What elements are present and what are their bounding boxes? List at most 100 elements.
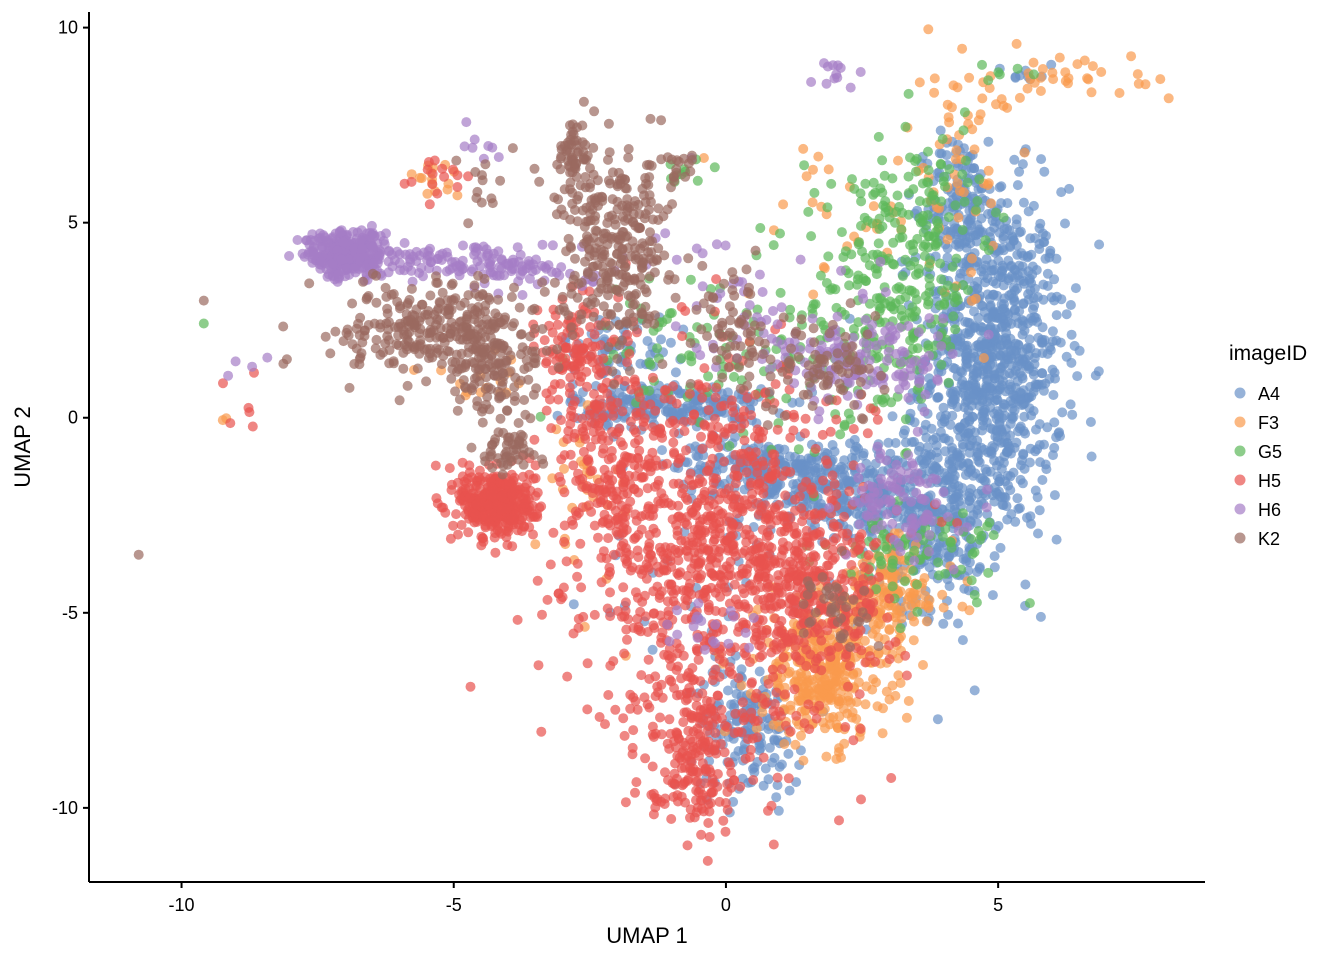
- data-point-A4: [1066, 357, 1077, 368]
- data-point-H5: [823, 486, 834, 496]
- data-point-F3: [986, 198, 997, 209]
- data-point-H5: [605, 611, 616, 622]
- data-point-H5: [453, 529, 463, 540]
- data-point-A4: [989, 496, 1000, 507]
- data-point-F3: [929, 73, 940, 84]
- data-point-F3: [983, 165, 994, 176]
- data-point-H5: [630, 427, 641, 438]
- data-point-H5: [768, 458, 778, 469]
- data-point-G5: [990, 207, 1001, 218]
- data-point-A4: [957, 367, 968, 378]
- data-point-A4: [948, 395, 959, 406]
- data-point-H5: [583, 500, 594, 511]
- data-point-F3: [842, 708, 853, 719]
- data-point-G5: [847, 174, 857, 185]
- data-point-A4: [1028, 386, 1039, 397]
- data-point-G5: [912, 579, 922, 590]
- data-point-H5: [541, 405, 552, 416]
- data-point-F3: [893, 155, 903, 166]
- data-point-H5: [766, 800, 777, 811]
- data-point-A4: [957, 635, 968, 646]
- data-point-H5: [617, 440, 628, 451]
- data-point-H5: [582, 658, 593, 669]
- data-point-A4: [1047, 336, 1058, 347]
- data-point-H5: [844, 661, 855, 672]
- data-point-G5: [925, 255, 936, 266]
- data-point-H5: [620, 376, 631, 386]
- data-point-F3: [798, 143, 809, 154]
- data-point-F3: [957, 43, 968, 54]
- data-point-H5: [748, 775, 759, 785]
- data-point-H5: [687, 663, 698, 673]
- data-point-G5: [666, 308, 677, 318]
- data-point-H5: [603, 470, 614, 481]
- data-point-A4: [1090, 370, 1101, 381]
- data-point-A4: [932, 452, 943, 463]
- data-point-G5: [933, 570, 944, 581]
- data-point-A4: [1055, 337, 1066, 348]
- data-point-H5: [750, 389, 761, 400]
- data-point-H5: [625, 689, 636, 700]
- data-point-A4: [1051, 534, 1062, 545]
- data-point-H5: [630, 471, 641, 482]
- data-point-G5: [913, 268, 924, 279]
- data-point-F3: [966, 267, 976, 278]
- data-point-F3: [830, 665, 841, 676]
- data-point-A4: [1055, 431, 1065, 442]
- data-point-G5: [881, 544, 892, 555]
- data-point-G5: [729, 371, 739, 382]
- data-point-H5: [789, 684, 800, 695]
- data-point-F3: [868, 201, 879, 212]
- data-point-G5: [775, 228, 785, 239]
- data-point-H5: [642, 483, 653, 494]
- data-point-H5: [659, 565, 670, 576]
- data-point-H5: [603, 533, 614, 544]
- data-point-A4: [943, 609, 954, 620]
- data-point-A4: [1017, 373, 1028, 384]
- data-point-H5: [799, 428, 810, 439]
- data-point-F3: [1060, 67, 1071, 78]
- data-point-F3: [861, 681, 872, 692]
- data-point-H5: [747, 677, 757, 688]
- data-point-H5: [656, 637, 666, 648]
- data-point-A4: [1002, 470, 1013, 481]
- data-point-G5: [852, 279, 863, 290]
- data-point-G5: [867, 218, 878, 229]
- data-point-H5: [548, 527, 559, 538]
- data-point-A4: [1037, 475, 1048, 485]
- data-point-A4: [1026, 410, 1037, 421]
- data-point-H5: [729, 499, 740, 510]
- data-point-A4: [1037, 322, 1048, 333]
- data-point-G5: [860, 275, 871, 286]
- data-point-H5: [711, 518, 722, 529]
- data-point-G5: [1028, 69, 1039, 80]
- data-point-H5: [536, 726, 547, 737]
- data-point-F3: [890, 690, 901, 701]
- data-point-A4: [1037, 368, 1047, 379]
- data-point-H5: [754, 426, 765, 437]
- data-point-G5: [1024, 598, 1035, 609]
- data-point-A4: [978, 264, 989, 275]
- data-point-H5: [758, 752, 769, 763]
- data-point-H5: [630, 587, 641, 598]
- data-point-H5: [671, 398, 682, 409]
- data-point-H5: [703, 605, 714, 616]
- data-point-H5: [800, 413, 811, 424]
- data-point-H5: [576, 582, 587, 593]
- data-point-A4: [670, 367, 681, 378]
- data-point-F3: [1063, 78, 1073, 89]
- data-point-A4: [982, 273, 993, 284]
- data-point-A4: [972, 366, 983, 377]
- data-point-G5: [892, 190, 903, 201]
- data-point-H5: [831, 489, 842, 500]
- data-point-H5: [559, 487, 570, 498]
- data-point-A4: [1067, 409, 1078, 420]
- data-point-F3: [860, 699, 871, 710]
- data-point-A4: [1006, 509, 1017, 520]
- data-point-H5: [730, 594, 741, 605]
- data-point-H5: [699, 486, 710, 497]
- data-point-H5: [639, 590, 650, 601]
- data-point-A4: [736, 664, 747, 675]
- data-point-H5: [768, 839, 779, 850]
- data-point-H5: [810, 443, 821, 454]
